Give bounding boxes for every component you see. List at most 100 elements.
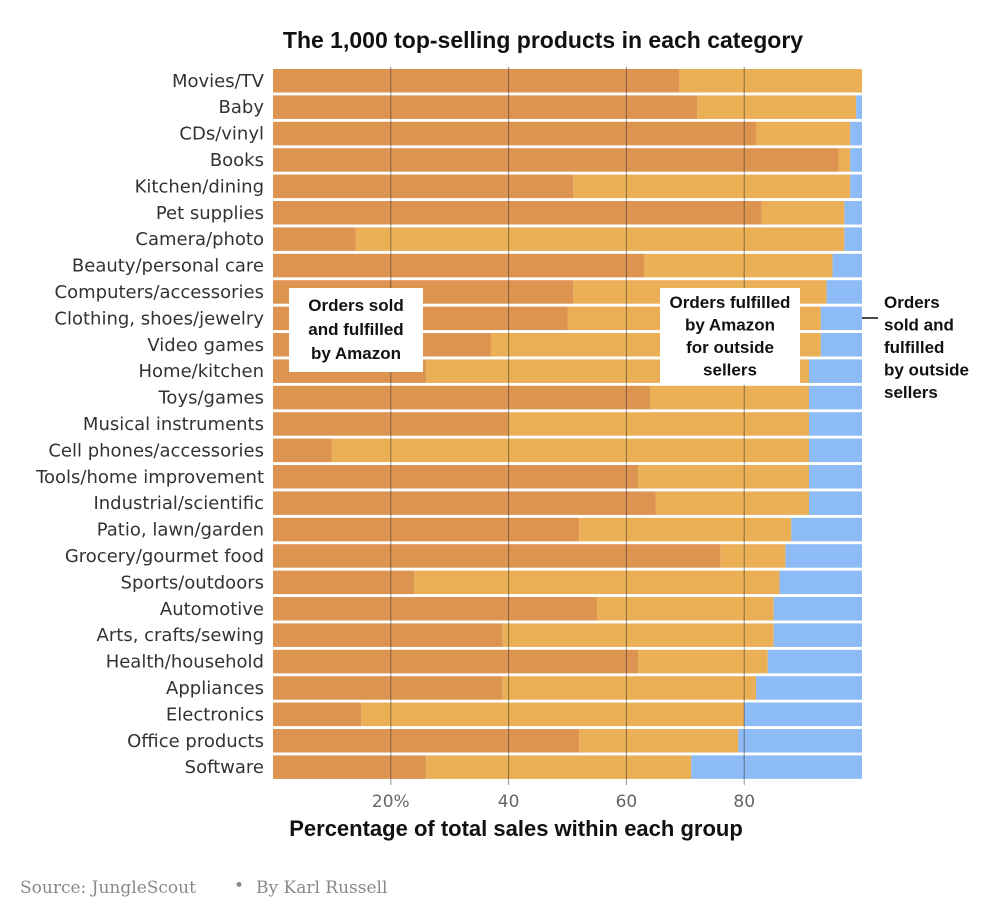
bar-industrial-scientific-series-0 bbox=[273, 491, 656, 515]
bar-baby-series-2 bbox=[856, 95, 862, 119]
category-label: Video games bbox=[147, 335, 264, 356]
bar-office-products-series-2 bbox=[738, 729, 862, 753]
bar-electronics-series-0 bbox=[273, 702, 362, 727]
x-tick-label: 40 bbox=[498, 792, 520, 812]
bar-books-series-2 bbox=[850, 148, 862, 172]
bar-musical-instruments-series-1 bbox=[508, 412, 809, 436]
category-label: Clothing, shoes/jewelry bbox=[54, 308, 264, 329]
category-label: Grocery/gourmet food bbox=[65, 546, 264, 567]
footer-separator: • bbox=[234, 876, 244, 896]
bar-camera-photo-series-2 bbox=[844, 227, 862, 251]
annotation-outside-line: fulfilled bbox=[884, 338, 944, 357]
category-label: Beauty/personal care bbox=[72, 256, 264, 277]
annotations-group: Orders sold and fulfilled by Amazon Orders … bbox=[289, 288, 969, 402]
annotation-outside-line: Orders bbox=[884, 293, 940, 312]
annotation-amazon-line: and fulfilled bbox=[308, 320, 403, 339]
bar-cds-vinyl-series-2 bbox=[850, 121, 862, 146]
bar-tools-home-improvement-series-1 bbox=[638, 465, 809, 489]
x-tick-label: 20% bbox=[372, 792, 410, 812]
bar-appliances-series-0 bbox=[273, 676, 503, 700]
bar-electronics-series-2 bbox=[744, 702, 862, 727]
bar-pet-supplies-series-0 bbox=[273, 201, 762, 225]
bar-software-series-1 bbox=[426, 755, 692, 779]
bar-sports-outdoors-series-2 bbox=[779, 570, 862, 595]
bar-automotive-series-1 bbox=[596, 597, 774, 621]
category-label: Office products bbox=[127, 731, 264, 752]
category-label: Electronics bbox=[166, 704, 264, 725]
category-label: Cell phones/accessories bbox=[48, 440, 264, 461]
annotation-fba-bg bbox=[660, 288, 800, 385]
bar-cds-vinyl-series-0 bbox=[273, 121, 756, 146]
annotation-amazon-bg bbox=[289, 288, 423, 372]
bar-baby-series-0 bbox=[273, 95, 698, 119]
bar-tools-home-improvement-series-0 bbox=[273, 465, 639, 489]
bar-toys-games-series-2 bbox=[808, 385, 862, 410]
category-label: Camera/photo bbox=[135, 229, 264, 250]
x-axis-label: Percentage of total sales within each gr… bbox=[289, 816, 743, 841]
category-label: Appliances bbox=[166, 678, 264, 699]
bar-grocery-gourmet-food-series-2 bbox=[785, 544, 862, 568]
category-label: Patio, lawn/garden bbox=[97, 520, 264, 541]
bar-computers-accessories-series-2 bbox=[826, 280, 862, 304]
bar-toys-games-series-0 bbox=[273, 385, 650, 410]
bar-automotive-series-0 bbox=[273, 597, 597, 621]
bar-office-products-series-0 bbox=[273, 729, 580, 753]
bar-cell-phones-accessories-series-2 bbox=[808, 438, 862, 463]
bar-movies-tv-series-1 bbox=[679, 69, 862, 93]
annotation-fba-line: sellers bbox=[703, 361, 757, 380]
chart-title: The 1,000 top-selling products in each c… bbox=[283, 27, 803, 53]
category-label: Musical instruments bbox=[83, 414, 264, 435]
bar-cell-phones-accessories-series-1 bbox=[331, 438, 809, 463]
bar-baby-series-1 bbox=[697, 95, 857, 119]
bar-musical-instruments-series-2 bbox=[808, 412, 862, 436]
bar-health-household-series-2 bbox=[767, 649, 862, 674]
bar-software-series-0 bbox=[273, 755, 427, 779]
bar-kitchen-dining-series-2 bbox=[850, 174, 862, 199]
annotation-fba-line: by Amazon bbox=[685, 316, 775, 335]
bar-arts-crafts-sewing-series-1 bbox=[502, 623, 774, 647]
category-label: Baby bbox=[219, 97, 265, 118]
bar-patio-lawn-garden-series-1 bbox=[579, 517, 792, 542]
annotation-fba-line: for outside bbox=[686, 338, 774, 357]
bar-kitchen-dining-series-0 bbox=[273, 174, 574, 199]
category-label: Books bbox=[210, 150, 264, 171]
category-label: Software bbox=[185, 757, 264, 778]
bar-pet-supplies-series-1 bbox=[761, 201, 845, 225]
bar-beauty-personal-care-series-2 bbox=[832, 253, 862, 278]
annotation-outside-line: sold and bbox=[884, 316, 954, 335]
bar-books-series-1 bbox=[838, 148, 851, 172]
category-label: Arts, crafts/sewing bbox=[97, 625, 264, 646]
bar-patio-lawn-garden-series-0 bbox=[273, 517, 580, 542]
bar-books-series-0 bbox=[273, 148, 839, 172]
annotation-fba-line: Orders fulfilled bbox=[670, 293, 791, 312]
category-label: Health/household bbox=[106, 652, 264, 673]
gridlines-group bbox=[390, 67, 745, 785]
bar-electronics-series-1 bbox=[361, 702, 745, 727]
bar-health-household-series-0 bbox=[273, 649, 639, 674]
x-tick-label: 60 bbox=[616, 792, 638, 812]
bar-automotive-series-2 bbox=[773, 597, 862, 621]
annotation-outside-line: sellers bbox=[884, 383, 938, 402]
bar-camera-photo-series-1 bbox=[355, 227, 845, 251]
bar-beauty-personal-care-series-1 bbox=[644, 253, 833, 278]
source-text: Source: JungleScout bbox=[20, 878, 196, 898]
category-label: Sports/outdoors bbox=[121, 572, 264, 593]
bar-appliances-series-2 bbox=[755, 676, 862, 700]
category-label: Automotive bbox=[160, 599, 264, 620]
category-labels-group: Movies/TV Baby CDs/vinyl Books Kitchen/dinin… bbox=[35, 71, 265, 778]
category-label: Pet supplies bbox=[156, 203, 264, 224]
bar-appliances-series-1 bbox=[502, 676, 756, 700]
bar-arts-crafts-sewing-series-0 bbox=[273, 623, 503, 647]
bar-clothing-shoes-jewelry-series-2 bbox=[820, 306, 862, 331]
category-label: Tools/home improvement bbox=[35, 467, 264, 488]
category-label: Kitchen/dining bbox=[135, 176, 264, 197]
annotation-outside-line: by outside bbox=[884, 361, 969, 380]
bar-grocery-gourmet-food-series-0 bbox=[273, 544, 721, 568]
bar-health-household-series-1 bbox=[638, 649, 768, 674]
bar-arts-crafts-sewing-series-2 bbox=[773, 623, 862, 647]
category-label: Toys/games bbox=[158, 388, 265, 409]
x-tick-label: 80 bbox=[733, 792, 755, 812]
bar-movies-tv-series-0 bbox=[273, 69, 680, 93]
bars-group bbox=[273, 69, 862, 779]
